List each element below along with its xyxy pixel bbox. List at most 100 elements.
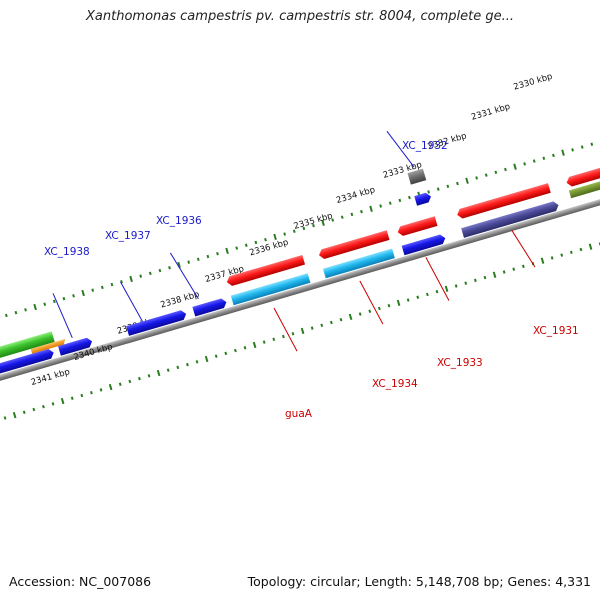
gene-reverse-red[interactable]	[396, 216, 438, 237]
gene-label-XC_1937[interactable]: XC_1937	[105, 230, 151, 242]
gene-forward-orange[interactable]	[30, 338, 67, 354]
minor-tick	[552, 153, 555, 158]
lower-tick-track	[3, 242, 600, 420]
gene-labels: XC_1932 XC_1936 XC_1937 XC_1938 XC_1931 …	[44, 140, 579, 420]
minor-tick	[320, 323, 324, 328]
gene-forward-blue[interactable]	[126, 309, 187, 336]
kbp-label: 2331 kbp	[470, 102, 511, 123]
minor-tick	[91, 288, 95, 292]
minor-tick	[416, 295, 420, 299]
kbp-label: 2334 kbp	[335, 185, 376, 206]
minor-tick	[4, 313, 8, 318]
minor-tick	[168, 266, 171, 270]
minor-tick	[292, 229, 296, 233]
gene-cyan[interactable]	[230, 273, 311, 306]
major-tick	[225, 247, 229, 255]
gene-forward-blue[interactable]	[192, 297, 227, 317]
gene-label-XC_1931[interactable]: XC_1931	[533, 325, 579, 337]
minor-tick	[435, 289, 439, 294]
gene-label-XC_1933[interactable]: XC_1933	[437, 357, 483, 369]
major-tick	[444, 285, 449, 292]
minor-tick	[148, 271, 152, 276]
minor-tick	[580, 145, 584, 149]
major-tick	[177, 261, 181, 269]
gene-reverse-red[interactable]	[225, 254, 306, 287]
gene-forward-blue-small[interactable]	[414, 192, 432, 206]
minor-tick	[138, 376, 141, 381]
gene-label-XC_1938[interactable]: XC_1938	[44, 246, 90, 258]
minor-tick	[494, 170, 498, 175]
minor-tick	[99, 388, 103, 392]
minor-tick	[186, 362, 189, 367]
minor-tick	[569, 250, 573, 255]
minor-tick	[464, 281, 468, 285]
gene-label-XC_1936[interactable]: XC_1936	[156, 215, 202, 227]
minor-tick	[282, 334, 285, 339]
gene-forward-blue[interactable]	[0, 348, 55, 388]
minor-tick	[427, 190, 431, 194]
minor-tick	[100, 285, 104, 290]
gene-forward-blue[interactable]	[401, 233, 447, 256]
minor-tick	[62, 296, 66, 301]
minor-tick	[504, 167, 507, 172]
minor-tick	[24, 308, 27, 312]
minor-tick	[358, 312, 362, 316]
minor-tick	[14, 310, 18, 315]
gene-forward-gray[interactable]	[407, 168, 427, 185]
leader-line-XC_1938	[52, 293, 73, 339]
leader-line-XC_1937	[120, 281, 143, 322]
minor-tick	[379, 204, 383, 208]
major-tick	[252, 341, 257, 349]
minor-tick	[542, 156, 546, 160]
gene-reverse-red[interactable]	[565, 157, 600, 187]
minor-tick	[408, 195, 411, 200]
genome-map[interactable]: 2330 kbp 2331 kbp 2332 kbp 2333 kbp 2334…	[0, 0, 600, 560]
minor-tick	[571, 148, 575, 152]
major-tick	[60, 397, 65, 405]
minor-tick	[90, 390, 93, 395]
major-tick	[33, 303, 37, 311]
minor-tick	[206, 254, 210, 259]
gene-label-guaA[interactable]: guaA	[285, 408, 313, 420]
minor-tick	[475, 176, 479, 180]
gene-reverse-red[interactable]	[318, 230, 390, 260]
leader-line-XC_1933	[425, 257, 450, 301]
minor-tick	[398, 198, 402, 203]
minor-tick	[214, 354, 218, 358]
minor-tick	[224, 351, 228, 356]
minor-tick	[350, 212, 354, 217]
minor-tick	[521, 264, 525, 269]
minor-tick	[128, 379, 132, 384]
genome-backbone	[0, 186, 600, 394]
minor-tick	[234, 348, 237, 353]
minor-tick	[483, 275, 487, 280]
major-tick	[492, 271, 497, 278]
minor-tick	[550, 256, 554, 260]
minor-tick	[388, 201, 392, 205]
minor-tick	[72, 294, 75, 298]
minor-tick	[80, 393, 84, 398]
minor-tick	[456, 181, 459, 186]
major-tick	[369, 205, 373, 212]
major-tick	[540, 257, 545, 264]
minor-tick	[446, 184, 450, 189]
map-title: Xanthomonas campestris pv. campestris st…	[86, 9, 514, 24]
gene-forward-olive[interactable]	[568, 169, 600, 199]
major-tick	[513, 163, 517, 170]
minor-tick	[590, 142, 594, 146]
minor-tick	[387, 303, 391, 308]
minor-tick	[339, 317, 343, 322]
gene-label-XC_1932[interactable]: XC_1932	[402, 140, 448, 152]
gene-cyan[interactable]	[322, 248, 395, 279]
leader-line-XC_1931	[511, 229, 536, 268]
gene-label-XC_1934[interactable]: XC_1934	[372, 378, 418, 390]
gene-purple[interactable]	[461, 200, 560, 238]
minor-tick	[195, 360, 199, 364]
gene-reverse-red[interactable]	[456, 183, 551, 220]
minor-tick	[118, 382, 122, 386]
minor-tick	[43, 302, 47, 306]
leader-line-guaA	[273, 307, 298, 352]
minor-tick	[406, 298, 410, 302]
gene-forward-green[interactable]	[0, 331, 55, 373]
gene-forward-blue[interactable]	[58, 337, 93, 356]
